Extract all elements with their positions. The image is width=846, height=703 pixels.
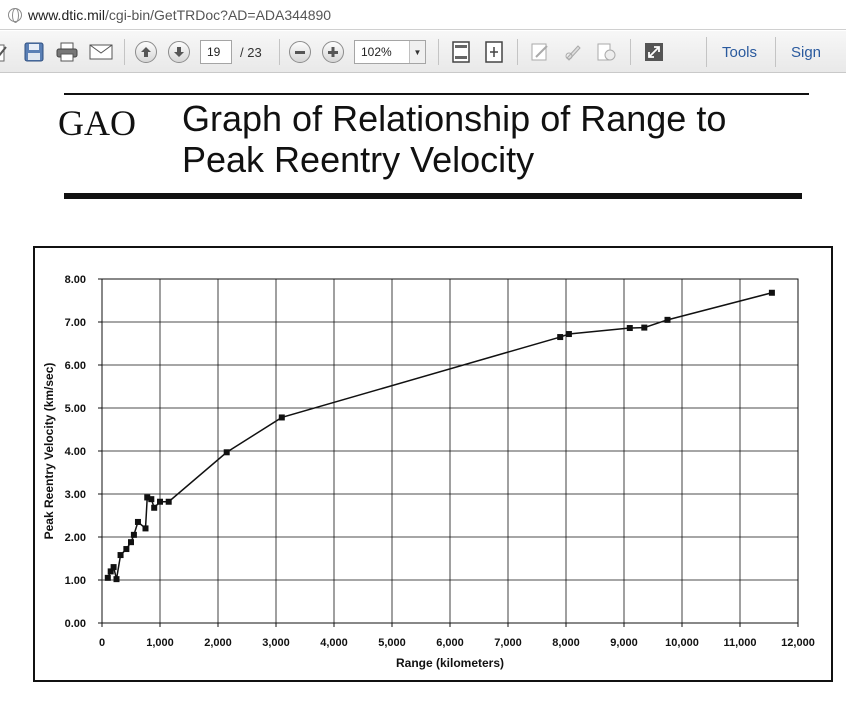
page-number-input[interactable]: 19 [200, 40, 232, 64]
arrow-down-icon [174, 47, 184, 57]
chart-ticks: 0.00 1.00 2.00 3.00 4.00 5.00 6.00 7.00 8.00 0 1,0… [65, 274, 815, 649]
y-axis-label: Peak Reentry Velocity (km/sec) [42, 363, 56, 540]
sign-button[interactable]: Sign [791, 44, 822, 61]
series-line [107, 292, 773, 580]
x-tick-label: 4,000 [320, 637, 348, 649]
x-tick-label: 10,000 [665, 637, 699, 649]
data-point [142, 525, 149, 532]
chart-frame: 0.00 1.00 2.00 3.00 4.00 5.00 6.00 7.00 8.00 0 1,0… [33, 246, 833, 682]
title-line-2: Peak Reentry Velocity [182, 139, 535, 180]
zoom-select[interactable]: 102% ▼ [354, 40, 426, 64]
chart-series [104, 289, 775, 583]
y-tick-label: 8.00 [65, 274, 86, 286]
toolbar-separator [775, 37, 776, 67]
data-point [223, 449, 230, 456]
title-rule [64, 193, 802, 199]
page-title: Graph of Relationship of Range to Peak R… [182, 98, 802, 180]
data-point [664, 316, 671, 323]
data-point [148, 496, 155, 503]
data-point [104, 574, 111, 581]
x-tick-label: 8,000 [552, 637, 580, 649]
y-tick-label: 0.00 [65, 618, 86, 630]
zoom-value: 102% [361, 45, 392, 59]
y-tick-label: 2.00 [65, 532, 86, 544]
url-host: www.dtic.mil [28, 6, 106, 23]
x-tick-label: 9,000 [610, 637, 638, 649]
title-line-1: Graph of Relationship of Range to [182, 98, 727, 139]
data-point [165, 498, 172, 505]
save-icon[interactable] [22, 40, 46, 64]
data-point [134, 518, 141, 525]
data-point [110, 564, 117, 571]
next-page-button[interactable] [168, 41, 190, 63]
globe-icon [8, 7, 22, 23]
data-point [641, 324, 648, 331]
data-point [768, 289, 775, 296]
x-tick-label: 6,000 [436, 637, 464, 649]
address-bar[interactable]: www.dtic.mil/cgi-bin/GetTRDoc?AD=ADA3448… [0, 0, 846, 30]
y-tick-label: 1.00 [65, 575, 86, 587]
x-tick-label: 0 [99, 637, 105, 649]
x-tick-label: 2,000 [204, 637, 232, 649]
data-point [626, 325, 633, 332]
zoom-in-button[interactable] [322, 41, 344, 63]
chevron-down-icon[interactable]: ▼ [409, 41, 425, 63]
data-point [113, 576, 120, 583]
page-total: / 23 [240, 45, 262, 60]
previous-page-button[interactable] [135, 41, 157, 63]
tools-button[interactable]: Tools [722, 44, 758, 61]
x-axis-label: Range (kilometers) [396, 656, 504, 670]
x-tick-label: 1,000 [146, 637, 174, 649]
x-tick-label: 5,000 [378, 637, 406, 649]
fit-page-icon[interactable] [449, 40, 473, 64]
data-point [128, 539, 134, 546]
toolbar-separator [279, 39, 280, 65]
y-tick-label: 3.00 [65, 489, 86, 501]
edit-text-icon[interactable] [528, 40, 552, 64]
pdf-toolbar: 19 / 23 102% ▼ Tools Sign [0, 31, 846, 73]
fit-width-icon[interactable] [482, 40, 506, 64]
toolbar-separator [706, 37, 707, 67]
sign-pen-icon[interactable] [561, 40, 585, 64]
x-tick-label: 3,000 [262, 637, 290, 649]
stamp-icon[interactable] [594, 40, 618, 64]
data-point [565, 331, 572, 338]
data-point [123, 546, 130, 553]
toolbar-separator [630, 39, 631, 65]
url-text[interactable]: www.dtic.mil/cgi-bin/GetTRDoc?AD=ADA3448… [28, 7, 331, 23]
minus-icon [295, 51, 305, 54]
data-point [130, 531, 137, 538]
full-screen-icon[interactable] [642, 40, 666, 64]
x-tick-label: 11,000 [723, 637, 756, 649]
print-icon[interactable] [54, 40, 80, 64]
data-point [557, 334, 564, 341]
email-icon[interactable] [88, 40, 114, 64]
data-point [157, 498, 163, 505]
data-point [151, 504, 158, 511]
chart: 0.00 1.00 2.00 3.00 4.00 5.00 6.00 7.00 8.00 0 1,0… [42, 274, 815, 670]
plus-icon [328, 47, 338, 57]
data-point [278, 414, 285, 421]
y-tick-label: 6.00 [65, 360, 86, 372]
data-point [107, 568, 114, 575]
org-logo-text: GAO [58, 103, 136, 143]
data-point [144, 494, 151, 501]
edit-icon[interactable] [0, 40, 10, 64]
arrow-up-icon [141, 47, 151, 57]
x-tick-label: 12,000 [781, 637, 815, 649]
data-point [117, 552, 124, 559]
header-rule [64, 93, 809, 95]
y-tick-label: 4.00 [65, 446, 86, 458]
y-tick-label: 5.00 [65, 403, 86, 415]
url-path: /cgi-bin/GetTRDoc?AD=ADA344890 [105, 6, 332, 23]
toolbar-separator [438, 39, 439, 65]
y-tick-label: 7.00 [65, 317, 86, 329]
x-tick-label: 7,000 [494, 637, 522, 649]
toolbar-separator [517, 39, 518, 65]
chart-grid [101, 278, 799, 624]
toolbar-separator [124, 39, 125, 65]
zoom-out-button[interactable] [289, 41, 311, 63]
